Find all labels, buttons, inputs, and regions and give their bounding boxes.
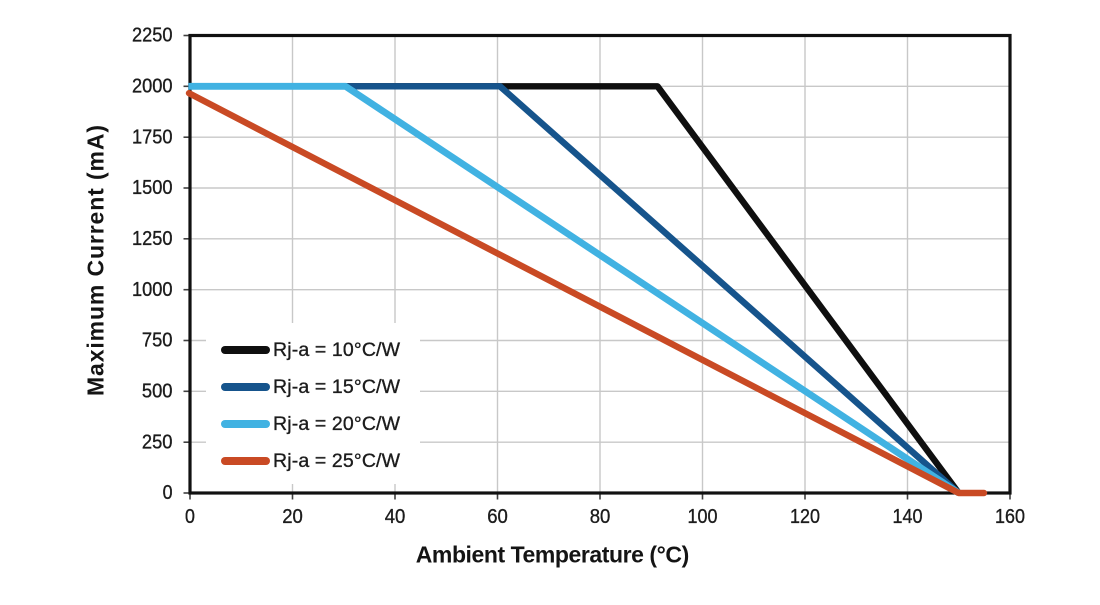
svg-text:1000: 1000 bbox=[132, 279, 173, 301]
svg-text:60: 60 bbox=[487, 506, 508, 528]
svg-text:160: 160 bbox=[995, 506, 1025, 528]
svg-text:0: 0 bbox=[185, 506, 195, 528]
svg-text:Rj-a = 15°C/W: Rj-a = 15°C/W bbox=[273, 376, 401, 398]
svg-text:120: 120 bbox=[790, 506, 820, 528]
svg-text:40: 40 bbox=[385, 506, 406, 528]
svg-text:Rj-a = 20°C/W: Rj-a = 20°C/W bbox=[273, 413, 401, 435]
svg-text:Rj-a = 25°C/W: Rj-a = 25°C/W bbox=[273, 450, 401, 472]
svg-text:Ambient Temperature (°C): Ambient Temperature (°C) bbox=[416, 541, 690, 567]
svg-text:2000: 2000 bbox=[132, 76, 173, 98]
svg-text:0: 0 bbox=[163, 482, 173, 504]
svg-text:1750: 1750 bbox=[132, 126, 173, 148]
svg-text:1500: 1500 bbox=[132, 177, 173, 199]
svg-text:140: 140 bbox=[893, 506, 923, 528]
svg-text:2250: 2250 bbox=[132, 25, 173, 47]
svg-text:Maximum Current (mA): Maximum Current (mA) bbox=[83, 125, 109, 396]
svg-text:Rj-a = 10°C/W: Rj-a = 10°C/W bbox=[273, 339, 401, 361]
svg-text:500: 500 bbox=[142, 381, 173, 403]
svg-text:1250: 1250 bbox=[132, 228, 173, 250]
svg-text:100: 100 bbox=[688, 506, 718, 528]
svg-text:750: 750 bbox=[142, 330, 173, 352]
svg-text:80: 80 bbox=[590, 506, 611, 528]
svg-text:250: 250 bbox=[142, 431, 173, 453]
svg-text:20: 20 bbox=[282, 506, 303, 528]
